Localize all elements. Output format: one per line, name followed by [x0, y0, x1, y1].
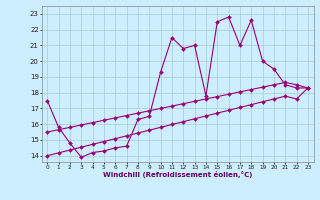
X-axis label: Windchill (Refroidissement éolien,°C): Windchill (Refroidissement éolien,°C) — [103, 171, 252, 178]
